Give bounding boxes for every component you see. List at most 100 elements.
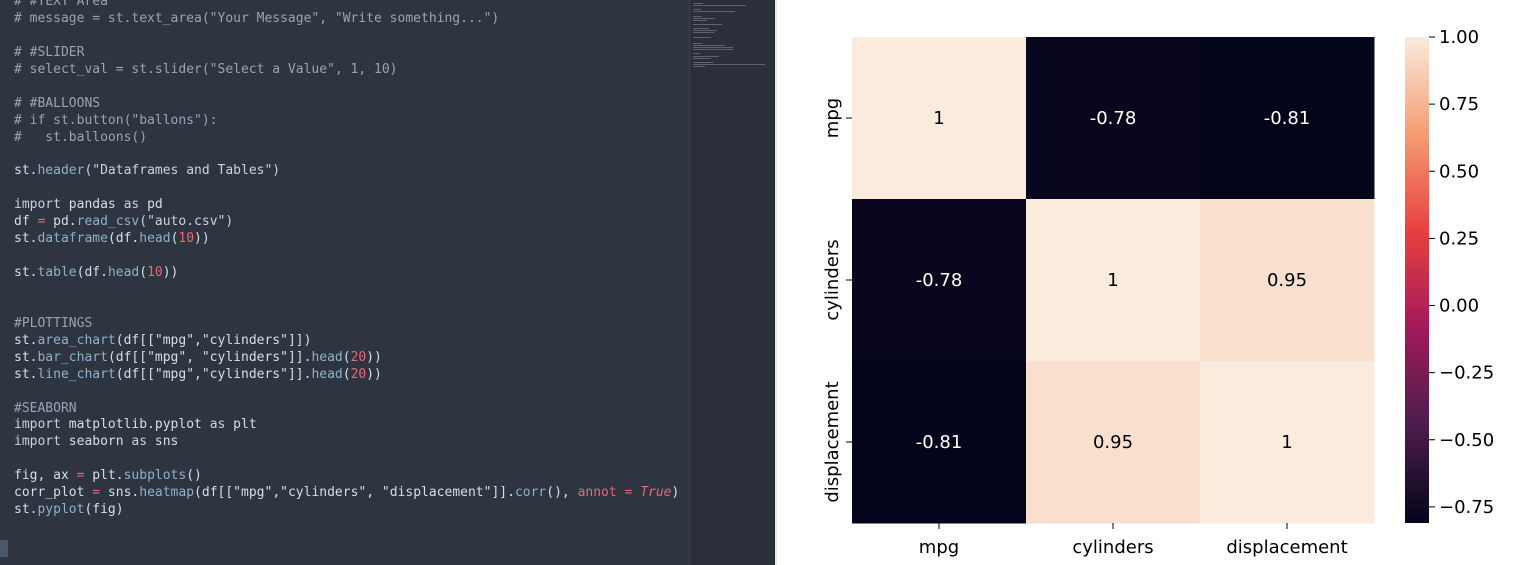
code-token: corr bbox=[514, 485, 547, 501]
code-token: sns bbox=[147, 434, 179, 450]
code-token: plt. bbox=[84, 468, 124, 484]
code-token: = bbox=[616, 485, 641, 501]
cell-annotation: 1 bbox=[1107, 270, 1118, 291]
text-cursor bbox=[0, 540, 8, 557]
code-token: (df[["mpg", "cylinders"]]. bbox=[107, 349, 312, 365]
code-token: (df. bbox=[107, 231, 140, 247]
code-line[interactable]: st.table(df.head(10)) bbox=[14, 265, 679, 282]
code-editor[interactable]: # #TEXT Area # message = st.text_area("Yo… bbox=[0, 0, 775, 565]
code-token: st. bbox=[14, 265, 38, 280]
code-token: st. bbox=[14, 502, 38, 518]
colorbar-tick-label: 0.75 bbox=[1439, 94, 1479, 115]
code-line[interactable]: import matplotlib.pyplot as plt bbox=[14, 417, 679, 434]
minimap-line bbox=[693, 53, 700, 55]
minimap-line bbox=[693, 66, 705, 67]
code-token: line_chart bbox=[37, 366, 116, 382]
minimap-line bbox=[693, 5, 746, 7]
code-token: corr_plot bbox=[14, 485, 93, 501]
code-line[interactable] bbox=[14, 384, 679, 401]
code-token: )) bbox=[366, 366, 382, 382]
code-line[interactable]: import seaborn as sns bbox=[14, 434, 679, 451]
minimap-line bbox=[693, 32, 715, 34]
x-tick-label: displacement bbox=[1226, 537, 1347, 558]
code-line[interactable] bbox=[14, 146, 679, 163]
code-line[interactable]: st.bar_chart(df[["mpg", "cylinders"]].he… bbox=[14, 350, 679, 367]
code-line[interactable]: # #BALLOONS bbox=[14, 96, 679, 113]
code-line[interactable]: st.area_chart(df[["mpg","cylinders"]]) bbox=[14, 333, 679, 350]
code-token: (df[["mpg","cylinders"]]) bbox=[115, 332, 312, 348]
code-line[interactable]: # st.balloons() bbox=[14, 130, 679, 147]
code-line[interactable]: #PLOTTINGS bbox=[14, 316, 679, 333]
editor-minimap[interactable] bbox=[689, 0, 775, 565]
x-tick-label: mpg bbox=[919, 537, 959, 558]
y-tick-label: cylinders bbox=[822, 239, 843, 320]
code-token: sns. bbox=[100, 485, 140, 501]
code-token: import bbox=[14, 197, 61, 213]
minimap-line bbox=[693, 47, 733, 49]
code-line[interactable]: import pandas as pd bbox=[14, 197, 679, 214]
code-line[interactable]: fig, ax = plt.subplots() bbox=[14, 468, 679, 485]
code-line[interactable]: st.line_chart(df[["mpg","cylinders"]].he… bbox=[14, 367, 679, 384]
cell-annotation: 1 bbox=[1281, 432, 1292, 453]
colorbar-tick-label: −0.25 bbox=[1439, 363, 1494, 384]
heatmap-cell bbox=[1200, 37, 1375, 200]
cell-annotation: -0.81 bbox=[1264, 108, 1311, 129]
code-token: # st.balloons() bbox=[14, 129, 148, 145]
colorbar bbox=[1405, 37, 1429, 523]
code-line[interactable]: #SEABORN bbox=[14, 401, 679, 418]
heatmap-cell bbox=[1026, 361, 1201, 524]
colorbar-tick-label: −0.50 bbox=[1439, 430, 1494, 451]
code-line[interactable] bbox=[14, 248, 679, 265]
code-token: head bbox=[311, 366, 343, 382]
code-line[interactable] bbox=[14, 180, 679, 197]
code-line[interactable]: # #TEXT Area bbox=[14, 0, 679, 11]
code-token: )) bbox=[366, 349, 382, 365]
code-line[interactable] bbox=[14, 282, 679, 299]
code-token: = bbox=[92, 485, 101, 501]
heatmap-chart: 1 -0.78 -0.81 -0.78 1 0.95 -0.81 0.95 1 mpg cylin… bbox=[822, 27, 1494, 558]
code-line[interactable]: st.pyplot(fig) bbox=[14, 502, 679, 519]
heatmap-cell bbox=[1200, 199, 1375, 362]
code-token: pd bbox=[139, 197, 163, 213]
code-token: ) bbox=[671, 485, 680, 501]
code-line[interactable]: # #SLIDER bbox=[14, 45, 679, 62]
code-token: annot bbox=[577, 485, 617, 501]
code-line[interactable]: df = pd.read_csv("auto.csv") bbox=[14, 214, 679, 231]
code-content[interactable]: # #TEXT Area # message = st.text_area("Yo… bbox=[14, 0, 679, 519]
code-line[interactable]: # message = st.text_area("Your Message",… bbox=[14, 11, 679, 28]
x-axis: mpg cylinders displacement bbox=[919, 523, 1348, 558]
code-line[interactable]: # select_val = st.slider("Select a Value… bbox=[14, 62, 679, 79]
code-token: head bbox=[139, 231, 171, 247]
heatmap-cell bbox=[1026, 37, 1201, 200]
code-line[interactable]: # if st.button("ballons"): bbox=[14, 113, 679, 130]
code-line[interactable] bbox=[14, 28, 679, 45]
code-token: # #SLIDER bbox=[14, 44, 85, 60]
minimap-line bbox=[693, 19, 708, 21]
heatmap-cell bbox=[852, 361, 1027, 524]
code-token: table bbox=[37, 265, 77, 280]
minimap-line bbox=[693, 24, 722, 25]
code-token: ("auto.csv") bbox=[139, 214, 234, 230]
code-token: # #BALLOONS bbox=[14, 95, 101, 111]
code-token: seaborn bbox=[60, 434, 132, 450]
code-token: (df[["mpg","cylinders", "displacement"]]… bbox=[194, 485, 515, 501]
code-token: () bbox=[186, 468, 202, 484]
code-line[interactable] bbox=[14, 299, 679, 316]
code-line[interactable] bbox=[14, 451, 679, 468]
code-line[interactable] bbox=[14, 79, 679, 96]
pane-divider[interactable] bbox=[775, 0, 777, 565]
code-line[interactable]: st.dataframe(df.head(10)) bbox=[14, 231, 679, 248]
code-token: head bbox=[107, 265, 140, 280]
colorbar-tick-label: 0.25 bbox=[1439, 228, 1479, 249]
colorbar-tick-label: −0.75 bbox=[1439, 497, 1494, 518]
code-token: as bbox=[209, 417, 226, 433]
code-token: st. bbox=[14, 163, 38, 179]
code-line[interactable]: corr_plot = sns.heatmap(df[["mpg","cylin… bbox=[14, 485, 679, 502]
heatmap-cells bbox=[852, 37, 1375, 524]
code-line[interactable]: st.header("Dataframes and Tables") bbox=[14, 163, 679, 180]
code-token: )) bbox=[162, 265, 179, 280]
code-token: matplotlib.pyplot bbox=[60, 417, 210, 433]
code-token: ( bbox=[342, 349, 351, 365]
code-token: st. bbox=[14, 366, 38, 382]
code-token: ( bbox=[170, 231, 179, 247]
